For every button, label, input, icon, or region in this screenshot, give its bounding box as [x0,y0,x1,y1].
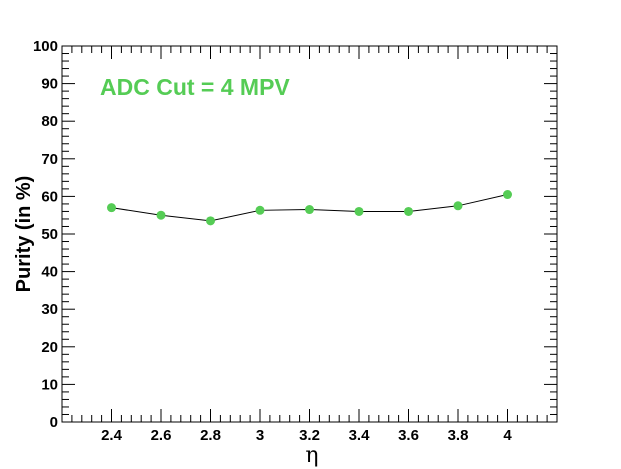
tick-labels: 0 10 20 30 40 50 60 70 80 90 100 2.4 2.6 2.8 3 3.2 3.4 3.… [33,38,512,444]
annotation-label: ADC Cut = 4 MPV [100,74,290,100]
y-tick-label: 10 [41,376,58,393]
x-tick-label: 3.8 [448,427,469,444]
data-point [156,210,166,220]
data-point [107,203,116,213]
y-tick-label: 30 [41,301,58,318]
data-point [305,205,314,215]
x-tick-label: 2.4 [101,427,123,444]
x-tick-label: 2.8 [200,427,221,444]
series-layer [107,190,512,226]
x-tick-label: 3.2 [299,427,320,444]
data-point [255,205,265,215]
x-axis-title: η [305,443,318,468]
y-tick-label: 80 [41,113,58,130]
y-axis-title: Purity (in %) [13,176,35,293]
x-tick-label: 3 [256,427,264,444]
y-tick-label: 100 [33,38,58,55]
x-tick-label: 3.6 [398,427,419,444]
data-point [206,216,215,226]
data-point [503,190,512,200]
y-tick-label: 40 [41,264,58,281]
x-tick-label: 3.4 [349,427,371,444]
y-tick-label: 90 [41,76,58,93]
x-tick-label: 2.6 [151,427,172,444]
x-tick-label: 4 [503,427,512,444]
data-point [354,206,364,216]
axis-ticks [61,45,558,423]
y-tick-label: 70 [41,151,58,168]
data-point [453,201,463,211]
y-tick-label: 0 [50,414,58,431]
y-tick-label: 20 [41,339,58,356]
y-tick-label: 60 [41,188,58,205]
y-tick-label: 50 [41,226,58,243]
data-point [404,206,413,216]
plot-frame [61,45,558,423]
